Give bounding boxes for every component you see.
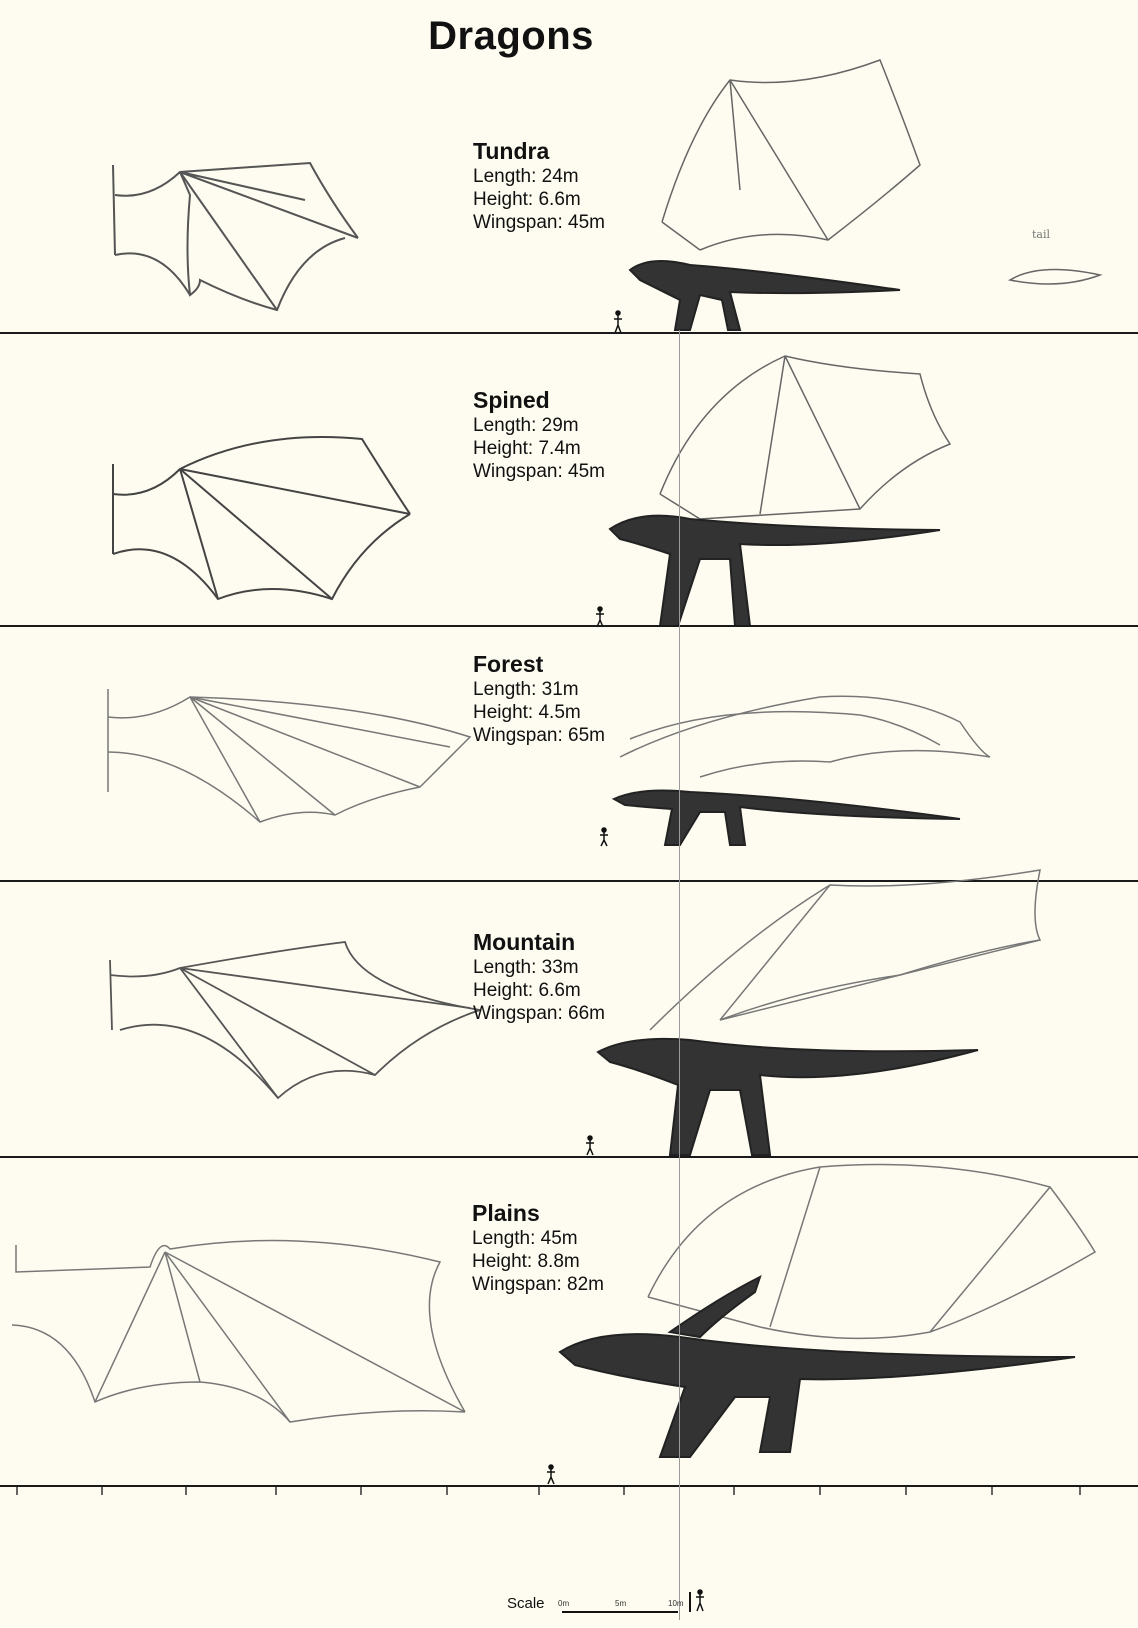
plains-wing-sketch xyxy=(11,1239,466,1423)
spined-dragon-side-sketch xyxy=(596,355,952,628)
dragon-panel-spined: Spined Length: 29m Height: 7.4m Wingspan… xyxy=(0,334,1138,628)
dragon-height: Height: 7.4m xyxy=(473,438,581,459)
dragon-name: Spined xyxy=(473,387,550,413)
dragon-wingspan: Wingspan: 45m xyxy=(473,212,606,233)
spined-wing-sketch xyxy=(112,436,411,601)
dragon-info-tundra: Tundra Length: 24m Height: 6.6m Wingspan… xyxy=(473,137,605,234)
dragon-info-plains: Plains Length: 45m Height: 8.8m Wingspan… xyxy=(472,1199,604,1296)
ground-line xyxy=(0,1485,1138,1487)
dragon-wingspan: Wingspan: 82m xyxy=(472,1274,605,1295)
ground-line xyxy=(0,625,1138,627)
ruler-ticks xyxy=(16,1487,1081,1495)
tundra-dragon-side-sketch xyxy=(614,59,1103,334)
mountain-dragon-side-sketch xyxy=(586,869,1042,1156)
dragon-name: Forest xyxy=(473,651,544,677)
dragon-info-mountain: Mountain Length: 33m Height: 6.6m Wingsp… xyxy=(473,928,605,1025)
plains-dragon-side-sketch xyxy=(547,1163,1097,1485)
mountain-wing-sketch xyxy=(109,941,481,1100)
dragon-length: Length: 33m xyxy=(473,957,579,978)
scale-tick-0: 0m xyxy=(558,1599,569,1608)
scale-tick-10: 10m xyxy=(668,1599,684,1608)
forest-wing-sketch xyxy=(107,689,472,823)
dragon-height: Height: 6.6m xyxy=(473,189,581,210)
dragon-height: Height: 8.8m xyxy=(472,1251,580,1272)
dragon-panel-tundra: tail Tundra Length: 24m Height: 6.6m Win… xyxy=(0,0,1138,335)
dragon-height: Height: 4.5m xyxy=(473,702,581,723)
dragon-length: Length: 29m xyxy=(473,415,579,436)
dragon-panel-plains: Plains Length: 45m Height: 8.8m Wingspan… xyxy=(0,1157,1138,1487)
dragon-info-spined: Spined Length: 29m Height: 7.4m Wingspan… xyxy=(473,386,605,483)
page-title: Dragons xyxy=(428,14,594,58)
dragon-name: Mountain xyxy=(473,929,576,955)
ground-line xyxy=(0,332,1138,334)
ground-line xyxy=(0,880,1138,882)
reference-line xyxy=(679,330,680,1620)
dragon-length: Length: 24m xyxy=(473,166,579,187)
tundra-wing-sketch xyxy=(112,161,359,312)
dragon-height: Height: 6.6m xyxy=(473,980,581,1001)
scale-tick-5: 5m xyxy=(615,1599,626,1608)
dragon-wingspan: Wingspan: 45m xyxy=(473,461,606,482)
dragon-wingspan: Wingspan: 65m xyxy=(473,725,606,746)
dragon-length: Length: 45m xyxy=(472,1228,578,1249)
dragon-info-forest: Forest Length: 31m Height: 4.5m Wingspan… xyxy=(473,650,605,747)
forest-dragon-side-sketch xyxy=(600,695,991,847)
dragon-name: Plains xyxy=(472,1200,540,1226)
dragon-length: Length: 31m xyxy=(473,679,579,700)
dragon-panel-mountain: Mountain Length: 33m Height: 6.6m Wingsp… xyxy=(0,869,1138,1158)
tail-note: tail xyxy=(1032,228,1051,241)
dragon-name: Tundra xyxy=(473,138,550,164)
dragon-wingspan: Wingspan: 66m xyxy=(473,1003,606,1024)
scale-label: Scale xyxy=(507,1595,545,1612)
dragon-panel-forest: Forest Length: 31m Height: 4.5m Wingspan… xyxy=(0,627,1138,882)
ground-line xyxy=(0,1156,1138,1158)
